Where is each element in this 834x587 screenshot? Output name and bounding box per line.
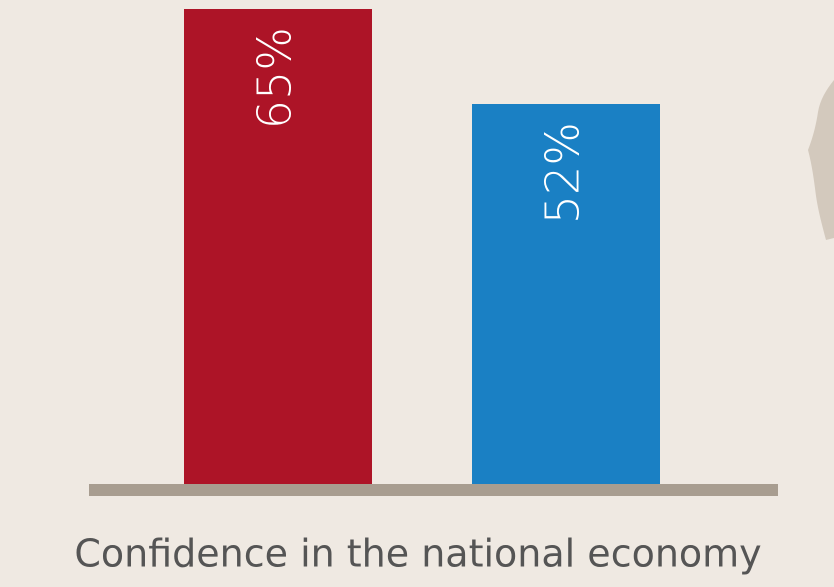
decorative-shape [808,80,834,240]
value-label: 52% [536,122,590,224]
value-label: 65% [248,27,302,129]
baseline [89,484,778,496]
x-axis-label: Confidence in the national economy [74,532,761,576]
bar [472,104,660,484]
bar [184,9,372,484]
